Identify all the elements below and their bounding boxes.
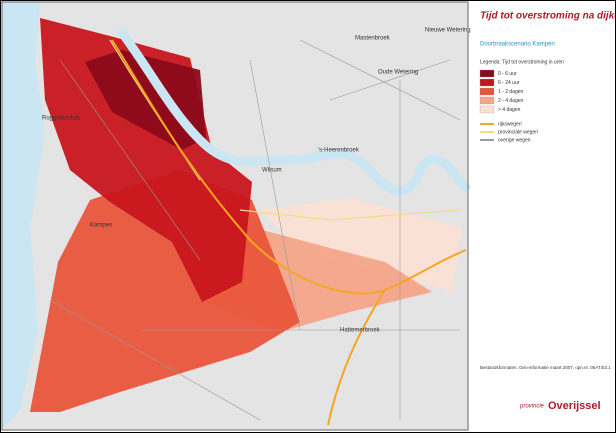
legend-label: 6 - 24 uur	[498, 80, 520, 86]
legend-title: Legenda: Tijd tot overstroming in uren	[480, 59, 564, 65]
logo-prefix: provincie	[519, 404, 545, 410]
legend-label: 0 - 6 uur	[498, 71, 517, 77]
flood-zone	[85, 50, 206, 150]
flood-zone	[260, 198, 462, 292]
logo-name: Overijssel	[548, 400, 601, 412]
place-label: 's-Heerenbroek	[318, 148, 360, 154]
subtitle: Doorbraakscenario Kampen	[480, 42, 555, 48]
legend-swatch	[479, 87, 495, 96]
road	[49, 39, 461, 421]
legend-swatch	[479, 105, 495, 114]
legend-label: > 4 dagen	[498, 107, 521, 113]
legend-label: 1 - 2 dagen	[498, 89, 524, 95]
side-panel: Tijd tot overstroming na dijkdoorbraak D…	[479, 11, 616, 412]
footer: Bestandsformaten: Geo-informatie maart 2…	[480, 365, 611, 370]
place-label: Roggebotsluis	[42, 116, 80, 122]
place-label: Hattemerbroek	[340, 328, 381, 334]
place-label: Nieuwe Wetering	[425, 28, 471, 34]
legend-swatch	[479, 69, 495, 78]
place-label: Mastenbroek	[355, 36, 391, 42]
place-label: Wilsum	[262, 168, 282, 174]
legend: 0 - 6 uur 6 - 24 uur 1 - 2 dagen 2 - 4 dage…	[479, 69, 538, 143]
flood-zone	[40, 18, 252, 302]
legend-label: 2 - 4 dagen	[498, 98, 524, 104]
map-layer	[2, 2, 45, 430]
lake	[2, 2, 45, 430]
water-layer	[116, 27, 472, 196]
map-frame	[1, 1, 469, 431]
legend-label: rijkswegen	[498, 121, 522, 127]
legend-label: overige wegen	[498, 137, 531, 143]
place-labels: Mastenbroek Nieuwe Wetering Oude Weterin…	[42, 28, 471, 334]
road	[111, 39, 467, 426]
place-label: Kampen	[90, 223, 112, 229]
legend-label: provinciale wegen	[498, 129, 538, 135]
legend-swatch	[479, 96, 495, 105]
road-layer	[49, 39, 467, 426]
legend-swatch	[479, 78, 495, 87]
place-label: Oude Wetering	[378, 70, 418, 76]
flood-layer	[30, 18, 462, 412]
river	[116, 27, 472, 196]
title: Tijd tot overstroming na dijkdoorbraak	[480, 11, 616, 22]
